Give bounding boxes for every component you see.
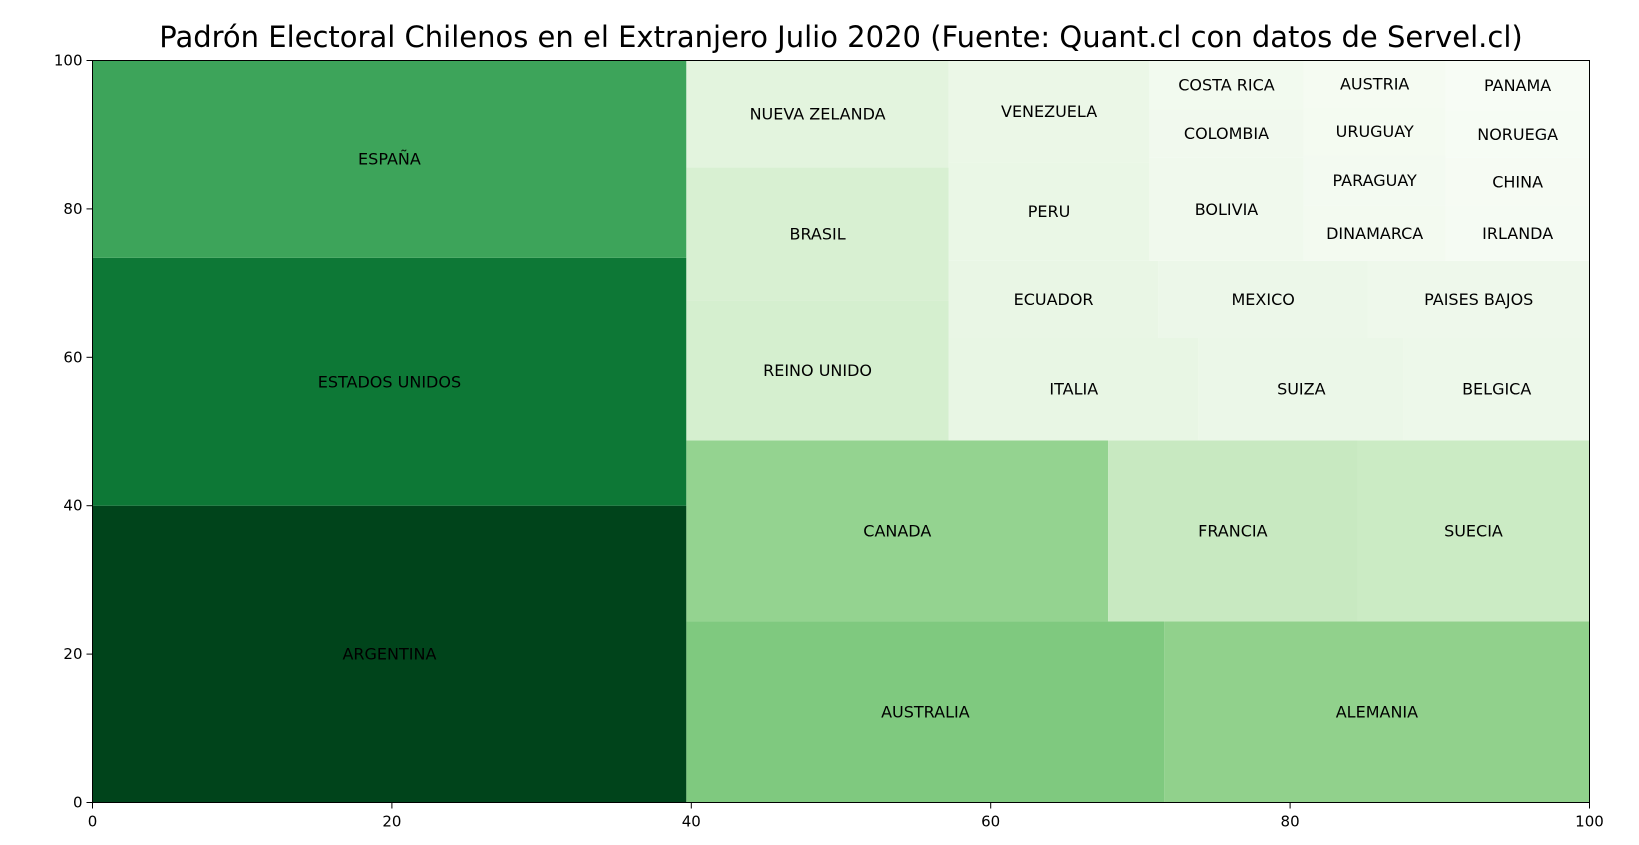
y-tick-label: 80 — [63, 200, 82, 218]
cell-label-venezuela: VENEZUELA — [1001, 102, 1097, 121]
cell-label-nueva-zelanda: NUEVA ZELANDA — [750, 104, 886, 123]
cell-label-bolivia: BOLIVIA — [1195, 200, 1259, 219]
cell-bolivia — [1149, 157, 1304, 261]
cell-label-canada: CANADA — [863, 521, 931, 540]
cell-label-colombia: COLOMBIA — [1184, 124, 1269, 143]
cell-label-estados-unidos: ESTADOS UNIDOS — [318, 372, 461, 391]
y-tick-label: 20 — [63, 645, 82, 663]
cell-irlanda — [1445, 205, 1590, 261]
cell-label-australia: AUSTRALIA — [881, 702, 970, 721]
cell-label-italia: ITALIA — [1049, 380, 1098, 399]
cell-francia — [1108, 440, 1358, 622]
cell-dinamarca — [1303, 205, 1446, 261]
x-tick-label: 80 — [1281, 813, 1300, 831]
cell-label-paraguay: PARAGUAY — [1333, 171, 1418, 190]
cell-alemania — [1164, 621, 1590, 803]
cell-uruguay — [1303, 107, 1446, 156]
cell-italia — [948, 338, 1199, 441]
cell-paraguay — [1303, 155, 1446, 206]
cell-austria — [1303, 60, 1446, 108]
cell-label-suiza: SUIZA — [1277, 380, 1326, 399]
cell-peru — [948, 162, 1150, 261]
cell-costa-rica — [1149, 60, 1304, 110]
y-axis: 0 20 40 60 80 100 — [54, 52, 93, 812]
cell-label-belgica: BELGICA — [1462, 380, 1531, 399]
cell-belgica — [1403, 338, 1590, 441]
x-tick-label: 60 — [981, 813, 1000, 831]
y-tick-label: 40 — [63, 497, 82, 515]
cell-label-panama: PANAMA — [1484, 76, 1551, 95]
cell-panama — [1445, 60, 1590, 111]
cell-label-austria: AUSTRIA — [1340, 75, 1409, 94]
y-tick-label: 0 — [73, 794, 83, 812]
cell-argentina — [92, 505, 687, 803]
cell-label-noruega: NORUEGA — [1477, 125, 1558, 144]
cell-espana — [92, 60, 687, 258]
x-axis: 0 20 40 60 80 100 — [88, 802, 1604, 831]
cell-noruega — [1445, 110, 1590, 158]
cell-label-costa-rica: COSTA RICA — [1178, 75, 1274, 94]
cell-nueva-zelanda — [686, 60, 949, 168]
cell-label-suecia: SUECIA — [1444, 521, 1503, 540]
plot-frame — [92, 60, 1590, 803]
cell-label-china: CHINA — [1492, 172, 1543, 191]
cell-china — [1445, 157, 1590, 206]
cell-label-uruguay: URUGUAY — [1336, 122, 1414, 141]
cell-colombia — [1149, 109, 1304, 158]
x-tick-label: 100 — [1575, 813, 1604, 831]
cell-label-espana: ESPAÑA — [358, 150, 421, 169]
cell-venezuela — [948, 60, 1150, 163]
cell-ecuador — [948, 260, 1159, 339]
cell-label-alemania: ALEMANIA — [1336, 702, 1418, 721]
cell-label-paises-bajos: PAISES BAJOS — [1424, 290, 1533, 309]
cell-label-ecuador: ECUADOR — [1014, 290, 1094, 309]
cell-brasil — [686, 167, 949, 301]
cell-label-argentina: ARGENTINA — [342, 645, 436, 664]
cell-australia — [686, 621, 1165, 803]
cell-label-peru: PERU — [1028, 202, 1071, 221]
cell-suecia — [1357, 440, 1590, 622]
y-tick-label: 100 — [54, 52, 83, 70]
cell-mexico — [1158, 260, 1368, 339]
cell-label-dinamarca: DINAMARCA — [1326, 224, 1423, 243]
cell-label-mexico: MEXICO — [1231, 290, 1294, 309]
cell-label-brasil: BRASIL — [789, 224, 845, 243]
cell-estados-unidos — [92, 257, 687, 506]
treemap-labels: ARGENTINA ESTADOS UNIDOS ESPAÑA AUSTRALIA AL… — [318, 75, 1558, 722]
cell-suiza — [1198, 338, 1404, 441]
cell-label-francia: FRANCIA — [1198, 521, 1267, 540]
cell-label-irlanda: IRLANDA — [1482, 224, 1553, 243]
y-tick-label: 60 — [63, 348, 82, 366]
cell-reino-unido — [686, 300, 949, 441]
cell-canada — [686, 440, 1109, 622]
x-tick-label: 40 — [682, 813, 701, 831]
chart-title: Padrón Electoral Chilenos en el Extranje… — [159, 20, 1522, 54]
cell-label-reino-unido: REINO UNIDO — [763, 361, 872, 380]
cell-paises-bajos — [1367, 260, 1590, 339]
x-tick-label: 0 — [88, 813, 98, 831]
treemap-cells — [92, 60, 1590, 803]
x-tick-label: 20 — [382, 813, 401, 831]
